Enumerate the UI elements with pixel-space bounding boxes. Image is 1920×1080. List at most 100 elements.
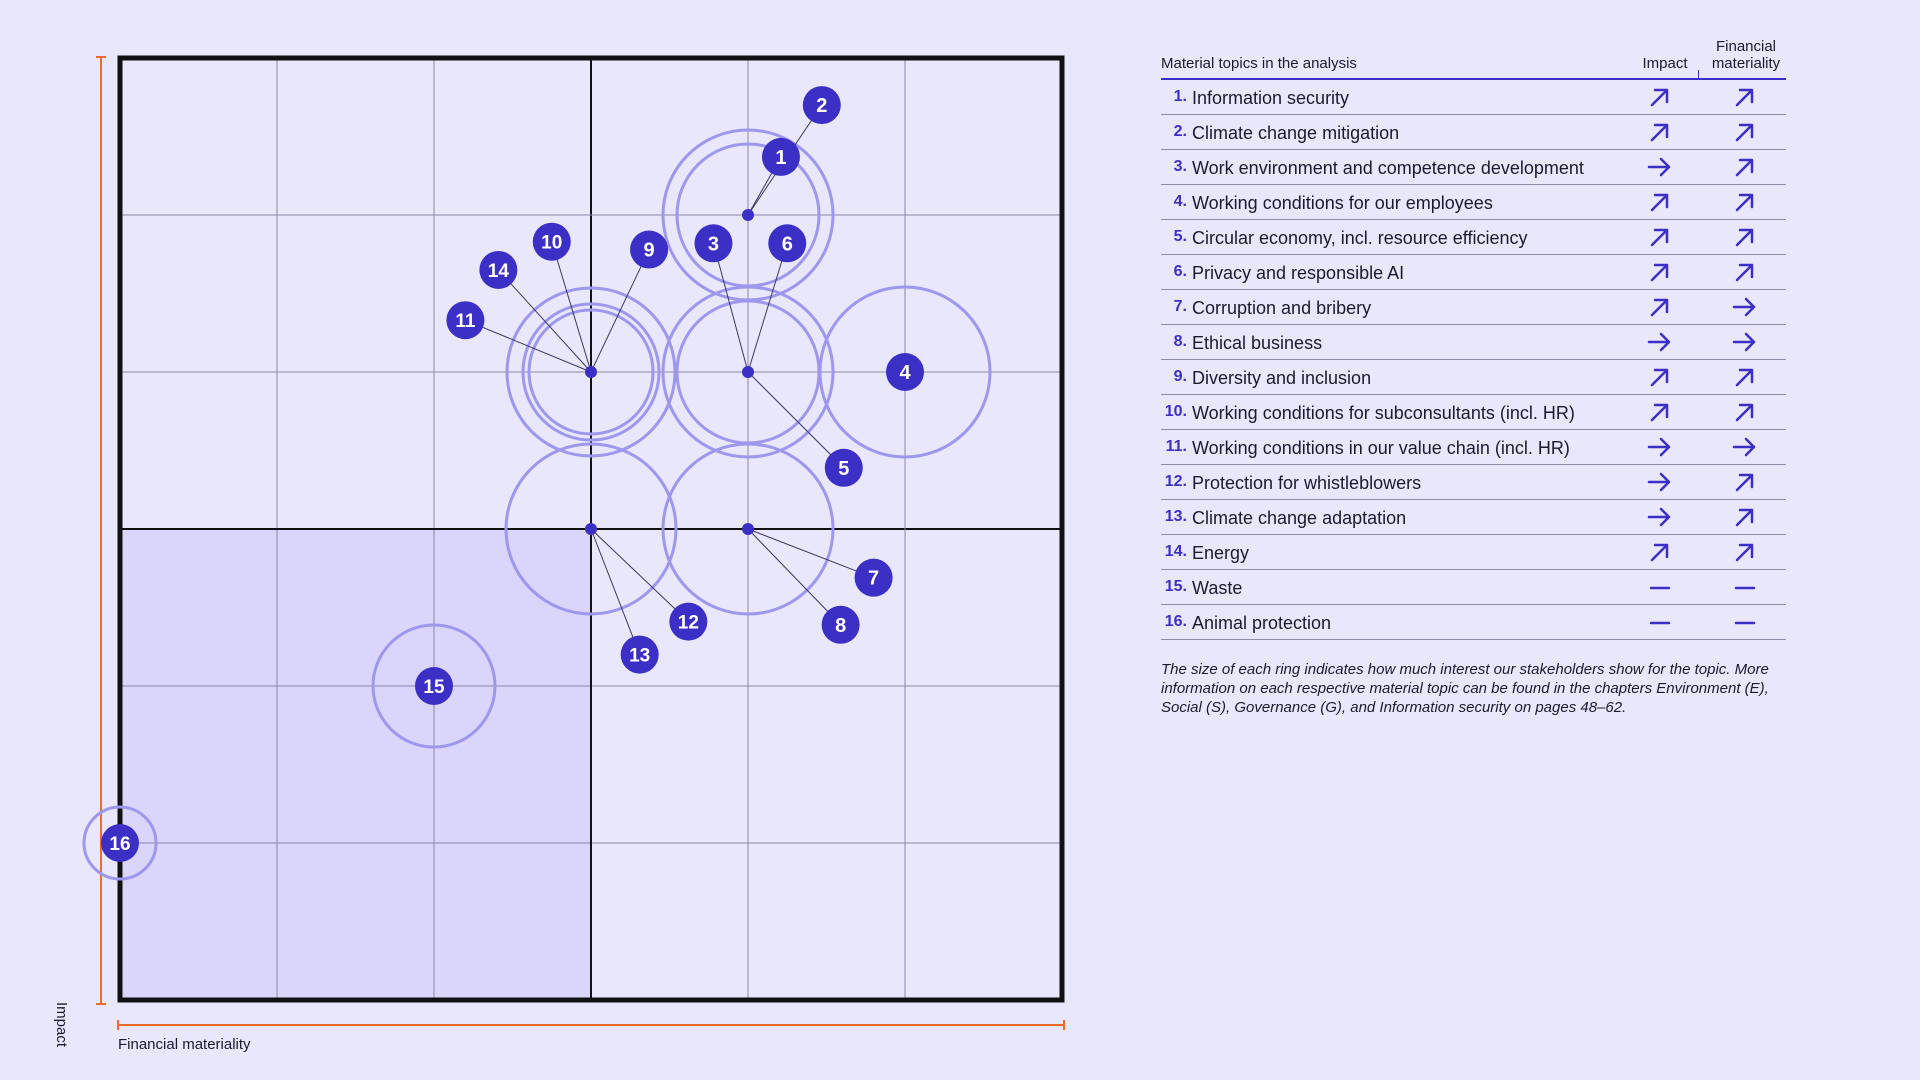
topic-number: 10.: [1164, 403, 1187, 420]
topic-marker-label-3: 3: [708, 233, 719, 255]
topic-marker-label-8: 8: [835, 615, 846, 637]
leader-line-6: [747, 243, 788, 373]
stakeholder-ring: [371, 623, 497, 749]
anchor-dot: [585, 523, 597, 535]
stakeholder-ring: [82, 805, 158, 881]
impact-arrow-up-right-icon: [1647, 225, 1673, 249]
impact-dash-icon: [1647, 610, 1673, 634]
topic-marker-7: [854, 558, 893, 597]
table-row: 10. Working conditions for subconsultants…: [1161, 395, 1786, 430]
anchor-dot: [585, 366, 597, 378]
stakeholder-ring: [521, 302, 661, 442]
topic-marker-1: [761, 137, 800, 176]
topic-name: Diversity and inclusion: [1192, 368, 1372, 388]
financial-arrow-up-right-icon: [1732, 400, 1758, 424]
anchor-dot: [742, 523, 754, 535]
topic-number: 14.: [1164, 543, 1187, 560]
topic-marker-10: [532, 222, 571, 261]
leader-line-10: [551, 241, 592, 373]
topic-marker-9: [630, 230, 669, 269]
impact-arrow-up-right-icon: [1647, 85, 1673, 109]
topic-marker-3: [694, 224, 733, 263]
impact-arrow-right-icon: [1647, 505, 1673, 529]
x-axis-label: Financial materiality: [118, 1036, 251, 1053]
financial-dash-icon: [1732, 575, 1758, 599]
topic-marker-label-16: 16: [109, 834, 130, 855]
topic-name: Climate change adaptation: [1192, 508, 1407, 528]
financial-arrow-up-right-icon: [1732, 505, 1758, 529]
topic-number: 4.: [1173, 193, 1187, 210]
topic-number: 16.: [1164, 613, 1187, 630]
topic-marker-5: [824, 448, 863, 487]
financial-arrow-up-right-icon: [1732, 85, 1758, 109]
shaded-quadrant: [120, 529, 591, 1000]
table-header: Material topics in the analysis Impact F…: [1161, 34, 1786, 80]
topic-number: 11.: [1165, 438, 1187, 455]
topic-number: 3.: [1173, 158, 1187, 175]
topic-rows: 1. Information security 2. Climate change m…: [1161, 80, 1786, 640]
plot-frame: [117, 55, 1065, 1003]
table-row: 4. Working conditions for our employees: [1161, 185, 1786, 220]
topic-name: Energy: [1192, 543, 1250, 563]
impact-arrow-up-right-icon: [1647, 190, 1673, 214]
financial-arrow-up-right-icon: [1732, 540, 1758, 564]
impact-arrow-up-right-icon: [1647, 540, 1673, 564]
leader-lines: [465, 104, 874, 655]
impact-arrow-right-icon: [1647, 155, 1673, 179]
topic-marker-12: [669, 602, 708, 641]
topic-marker-label-13: 13: [629, 646, 650, 667]
topic-marker-15: [415, 667, 453, 705]
leader-line-5: [747, 371, 845, 469]
table-row: 12. Protection for whistleblowers: [1161, 465, 1786, 500]
financial-arrow-up-right-icon: [1732, 225, 1758, 249]
topic-marker-4: [886, 353, 924, 391]
topic-name: Animal protection: [1192, 613, 1332, 633]
topics-table: Material topics in the analysis Impact F…: [1161, 34, 1786, 717]
table-row: 6. Privacy and responsible AI: [1161, 255, 1786, 290]
topic-marker-label-15: 15: [423, 677, 445, 698]
topic-name: Working conditions for our employees: [1192, 193, 1493, 213]
financial-arrow-up-right-icon: [1732, 190, 1758, 214]
y-axis-label: Impact: [53, 1002, 70, 1048]
financial-arrow-up-right-icon: [1732, 470, 1758, 494]
topic-name: Corruption and bribery: [1192, 298, 1372, 318]
financial-arrow-right-icon: [1732, 435, 1758, 459]
table-row: 15. Waste: [1161, 570, 1786, 605]
financial-arrow-up-right-icon: [1732, 155, 1758, 179]
financial-arrow-right-icon: [1732, 295, 1758, 319]
topic-name: Ethical business: [1192, 333, 1323, 353]
topic-number: 9.: [1173, 368, 1187, 385]
topic-name: Privacy and responsible AI: [1192, 263, 1405, 283]
topic-marker-11: [446, 301, 485, 340]
table-row: 3. Work environment and competence develo…: [1161, 150, 1786, 185]
financial-arrow-up-right-icon: [1732, 120, 1758, 144]
impact-arrow-up-right-icon: [1647, 260, 1673, 284]
financial-arrow-up-right-icon: [1732, 365, 1758, 389]
impact-arrow-right-icon: [1647, 330, 1673, 354]
topic-marker-6: [768, 224, 807, 263]
topic-name: Protection for whistleblowers: [1192, 473, 1422, 493]
stakeholder-ring: [818, 285, 992, 459]
leader-line-8: [747, 528, 841, 626]
header-financial: Financial materiality: [1711, 38, 1781, 72]
shaded-cell: [120, 529, 591, 1000]
stakeholder-ring: [661, 442, 835, 616]
table-row: 11. Working conditions in our value chain…: [1161, 430, 1786, 465]
topic-number: 6.: [1173, 263, 1187, 280]
stakeholder-ring: [527, 308, 655, 436]
topic-marker-label-11: 11: [455, 311, 476, 332]
topic-name: Information security: [1192, 88, 1350, 108]
topic-marker-label-9: 9: [644, 240, 655, 262]
stakeholder-ring: [504, 442, 678, 616]
header-topics: Material topics in the analysis: [1161, 55, 1357, 72]
topic-marker-label-4: 4: [899, 362, 911, 384]
topic-marker-label-1: 1: [775, 147, 786, 169]
financial-arrow-right-icon: [1732, 330, 1758, 354]
leader-line-9: [590, 249, 650, 373]
topic-name: Working conditions in our value chain (i…: [1192, 438, 1570, 458]
leader-line-11: [465, 319, 592, 373]
table-row: 2. Climate change mitigation: [1161, 115, 1786, 150]
topic-marker-label-2: 2: [816, 95, 827, 117]
table-row: 9. Diversity and inclusion: [1161, 360, 1786, 395]
